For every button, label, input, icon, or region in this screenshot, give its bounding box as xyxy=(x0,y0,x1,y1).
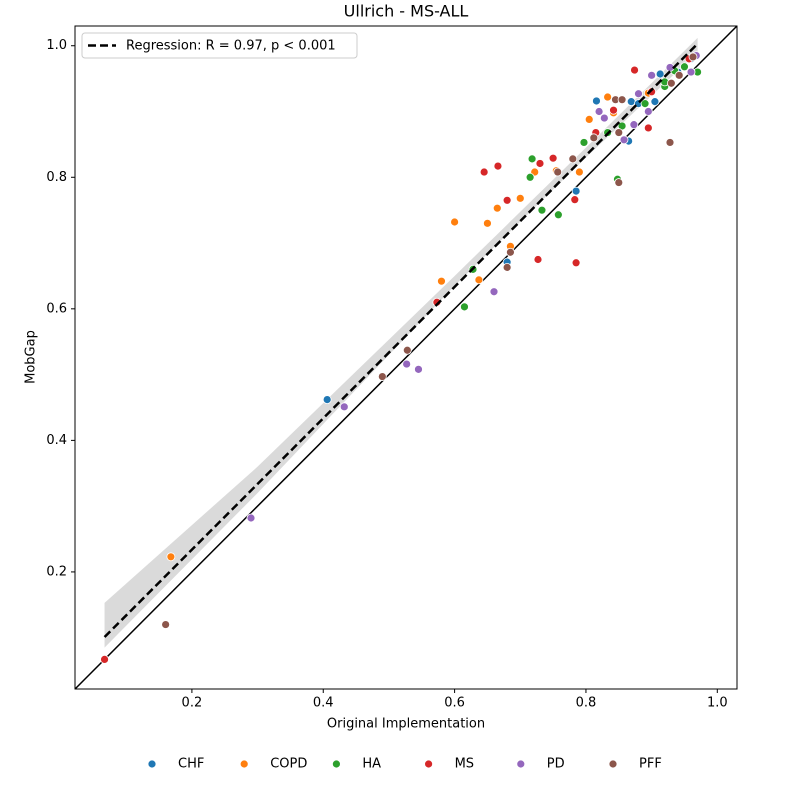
scatter-point xyxy=(609,105,618,115)
scatter-point xyxy=(647,87,657,97)
scatter-point xyxy=(479,167,489,177)
scatter-point xyxy=(502,262,512,272)
legend-marker xyxy=(608,759,618,769)
scatter-point xyxy=(571,258,581,268)
x-tick-label: 0.2 xyxy=(182,696,203,711)
scatter-point xyxy=(493,161,503,171)
scatter-point xyxy=(525,172,535,182)
scatter-point xyxy=(634,89,643,99)
y-tick-label: 0.2 xyxy=(46,564,67,579)
legend-marker xyxy=(424,759,434,769)
scatter-point xyxy=(246,513,256,523)
scatter-point xyxy=(533,255,543,264)
x-tick-label: 0.4 xyxy=(313,696,334,711)
scatter-point xyxy=(688,52,698,62)
legend-box xyxy=(81,32,358,59)
y-tick-label: 0.8 xyxy=(46,170,67,185)
scatter-point xyxy=(414,364,423,374)
scatter-point xyxy=(686,67,696,77)
scatter-point xyxy=(506,247,515,257)
legend-label: COPD xyxy=(270,757,307,772)
axes-frame xyxy=(74,25,738,690)
legend-label: PFF xyxy=(639,757,662,772)
scatter-point xyxy=(402,345,412,355)
scatter-point xyxy=(643,123,653,133)
scatter-point xyxy=(619,135,629,145)
scatter-point xyxy=(570,195,580,205)
legend-label: MS xyxy=(455,757,474,772)
scatter-point xyxy=(579,138,589,147)
scatter-point xyxy=(571,186,581,196)
scatter-point xyxy=(592,96,601,106)
scatter-point xyxy=(527,154,537,164)
legend-marker xyxy=(516,759,526,769)
scatter-point xyxy=(640,99,650,109)
scatter-point xyxy=(322,395,332,404)
scatter-point xyxy=(643,107,653,116)
scatter-point xyxy=(553,210,563,220)
scatter-point xyxy=(502,195,512,205)
scatter-point xyxy=(589,133,599,143)
x-axis-label: Original Implementation xyxy=(327,717,485,732)
scatter-point xyxy=(647,70,657,80)
scatter-point xyxy=(548,153,558,163)
scatter-point xyxy=(568,154,578,164)
scatter-point xyxy=(377,372,387,381)
scatter-point xyxy=(665,138,675,147)
scatter-point xyxy=(450,217,459,227)
y-tick-label: 1.0 xyxy=(46,38,67,53)
scatter-point xyxy=(630,65,639,75)
scatter-point xyxy=(626,97,636,107)
scatter-point xyxy=(666,78,676,88)
scatter-point xyxy=(402,359,412,369)
scatter-point xyxy=(161,620,171,629)
scatter-point xyxy=(655,69,665,79)
scatter-point xyxy=(629,120,639,130)
x-tick-label: 0.6 xyxy=(444,696,465,711)
scatter-point xyxy=(584,114,594,124)
scatter-point xyxy=(489,287,499,297)
scatter-point xyxy=(674,70,684,80)
scatter-point xyxy=(603,92,613,102)
legend-marker xyxy=(331,759,341,769)
scatter-point xyxy=(614,178,624,187)
y-tick-label: 0.4 xyxy=(46,433,67,448)
scatter-point xyxy=(166,552,176,562)
x-tick-label: 0.8 xyxy=(576,696,597,711)
legend-marker xyxy=(239,759,249,769)
scatter-point xyxy=(515,193,525,203)
scatter-point xyxy=(339,402,349,412)
scatter-point xyxy=(599,113,609,123)
scatter-point xyxy=(574,167,584,177)
legend-marker xyxy=(147,759,157,769)
scatter-point xyxy=(537,205,547,215)
scatter-point xyxy=(492,203,502,213)
regression-line xyxy=(103,42,699,638)
plot-area xyxy=(75,26,737,689)
scatter-point xyxy=(474,275,484,285)
scatter-point xyxy=(535,159,545,168)
chart-title: Ullrich - MS-ALL xyxy=(344,2,469,21)
legend-label: PD xyxy=(547,757,565,772)
legend-label: Regression: R = 0.97, p < 0.001 xyxy=(126,39,336,54)
scatter-point xyxy=(617,95,627,105)
y-axis-label: MobGap xyxy=(24,330,39,384)
x-tick-label: 1.0 xyxy=(707,696,728,711)
legend-label: CHF xyxy=(178,757,204,772)
scatter-point xyxy=(460,302,469,312)
scatter-point xyxy=(594,107,604,116)
legend-label: HA xyxy=(362,757,381,772)
scatter-point xyxy=(437,276,446,286)
y-tick-label: 0.6 xyxy=(46,301,67,316)
scatter-point xyxy=(680,62,689,72)
scatter-point xyxy=(100,655,109,664)
scatter-point xyxy=(614,128,624,137)
scatter-point xyxy=(650,97,660,107)
scatter-point xyxy=(553,167,563,177)
confidence-band xyxy=(104,37,698,648)
scatter-point xyxy=(483,218,492,228)
